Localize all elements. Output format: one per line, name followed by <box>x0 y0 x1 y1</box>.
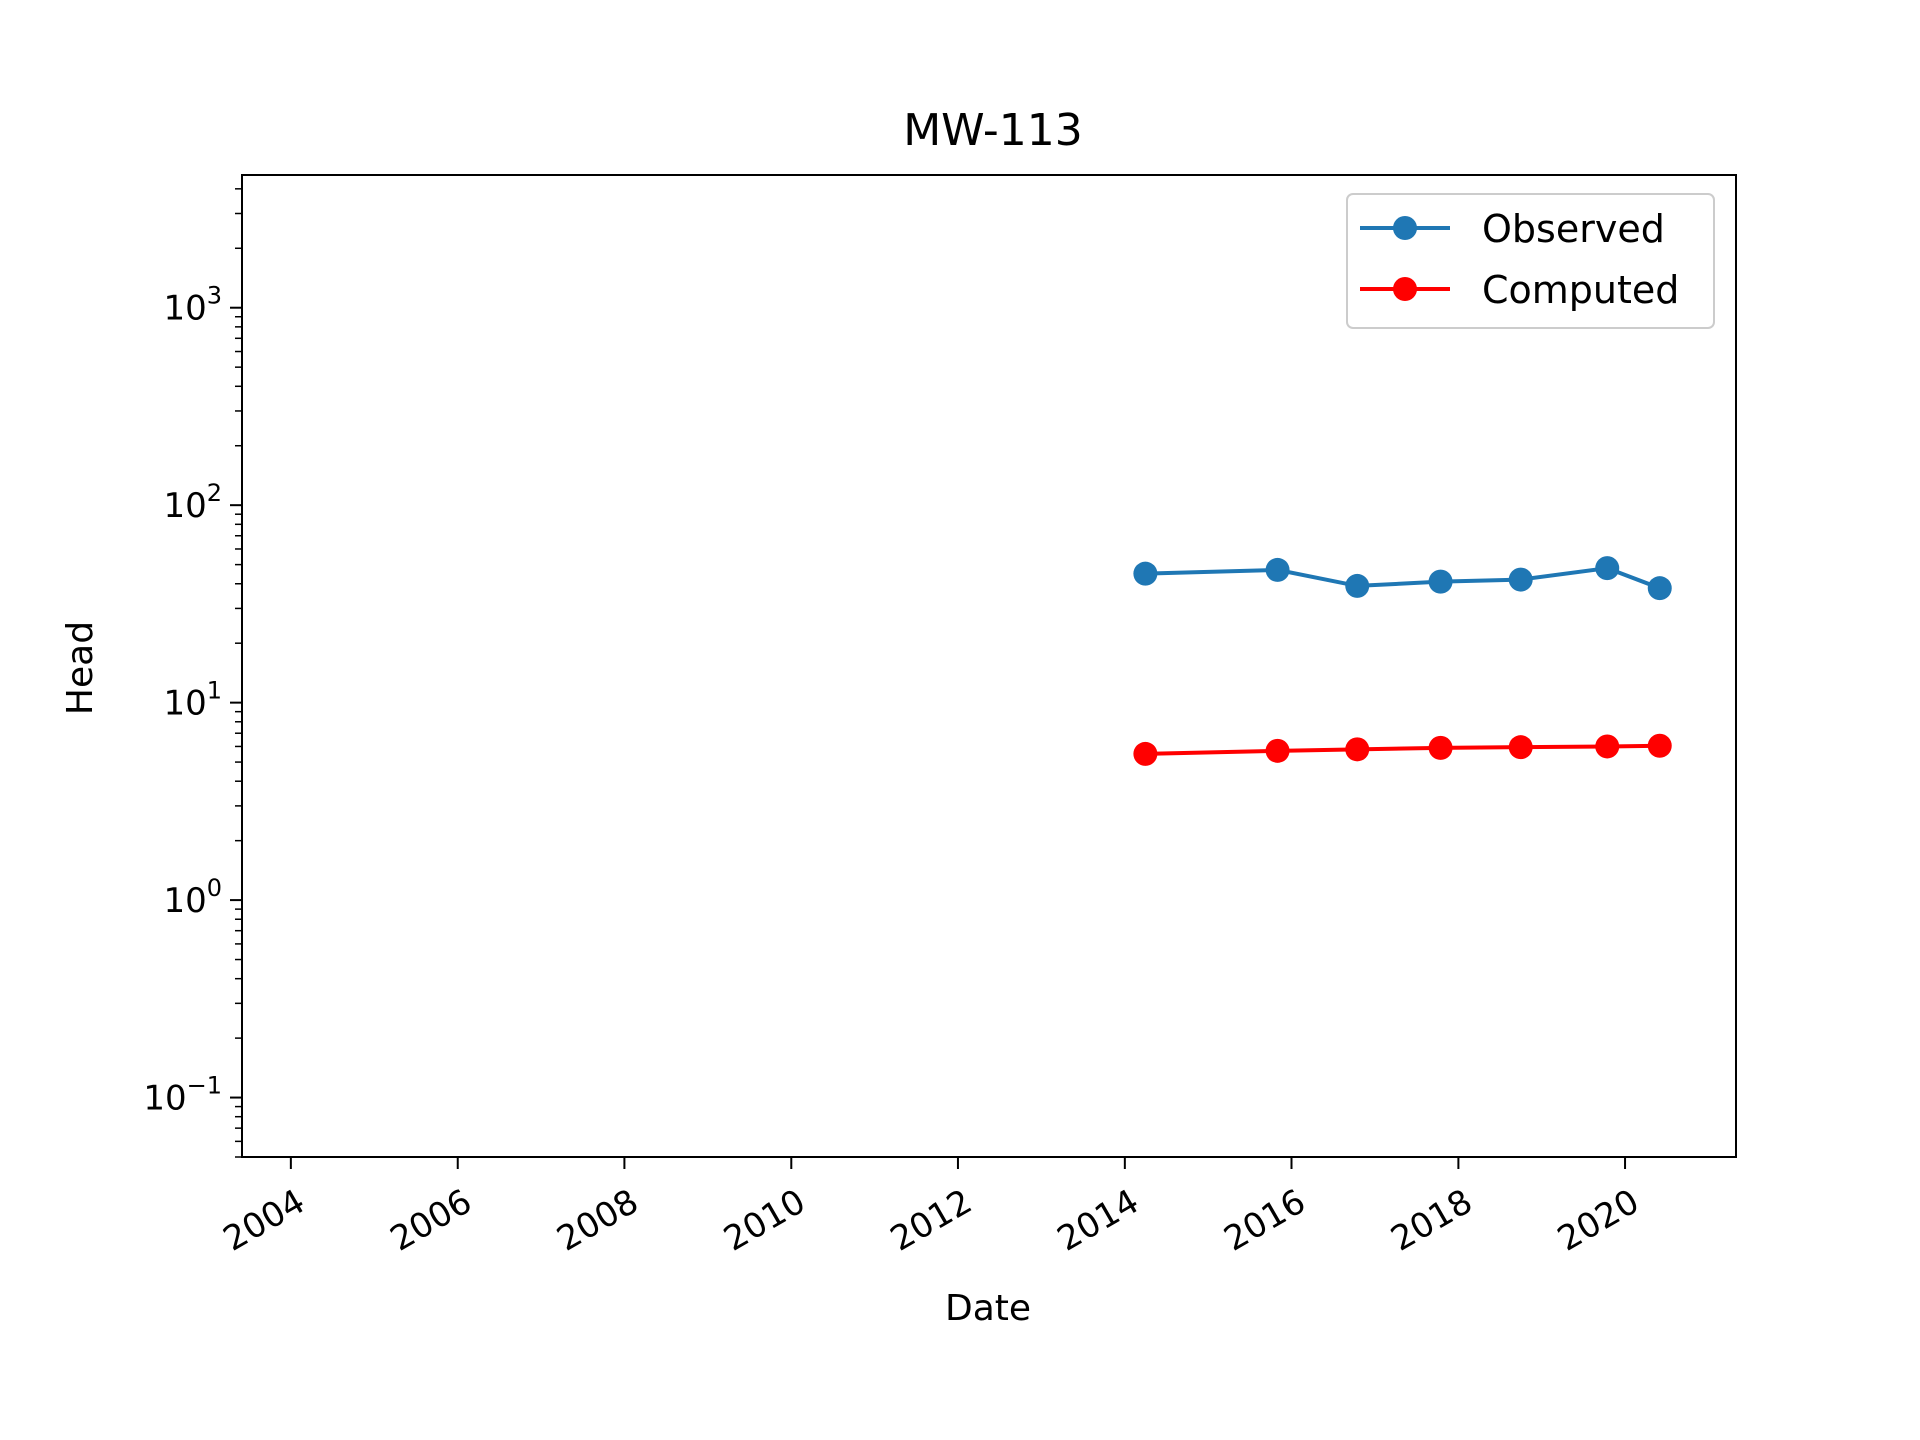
plot-area <box>241 174 1737 1158</box>
y-tick-label: 102 <box>163 479 222 526</box>
y-tick-label: 101 <box>163 677 222 724</box>
data-point-computed <box>1595 734 1620 759</box>
data-point-computed <box>1647 733 1672 758</box>
legend-marker-observed <box>1393 216 1417 240</box>
y-axis-label: Head <box>60 621 101 715</box>
legend-marker-computed <box>1393 277 1417 301</box>
data-point-observed <box>1133 561 1158 586</box>
data-point-computed <box>1133 741 1158 766</box>
data-point-observed <box>1265 557 1290 582</box>
legend-entry-observed: Observed <box>1360 207 1665 251</box>
y-tick-label: 100 <box>163 874 222 921</box>
legend-label-observed: Observed <box>1482 207 1665 251</box>
data-point-observed <box>1428 569 1453 594</box>
legend-entry-computed: Computed <box>1360 268 1679 312</box>
data-point-computed <box>1265 738 1290 763</box>
x-axis-label: Date <box>945 1288 1031 1329</box>
y-tick-label: 103 <box>163 282 222 329</box>
chart-title: MW-113 <box>903 105 1083 156</box>
legend-label-computed: Computed <box>1482 268 1679 312</box>
data-point-computed <box>1428 735 1453 760</box>
data-point-computed <box>1508 735 1533 760</box>
data-point-observed <box>1345 573 1370 598</box>
data-point-observed <box>1647 576 1672 601</box>
y-axis-ticks: 10−1 100 101 102 103 <box>143 188 242 1158</box>
data-point-observed <box>1508 567 1533 592</box>
data-point-computed <box>1345 737 1370 762</box>
plot-frame <box>241 174 1737 1158</box>
data-point-observed <box>1595 556 1620 581</box>
legend: Observed Computed <box>1346 193 1715 329</box>
y-tick-label: 10−1 <box>143 1072 222 1119</box>
series-layer <box>1133 556 1672 766</box>
